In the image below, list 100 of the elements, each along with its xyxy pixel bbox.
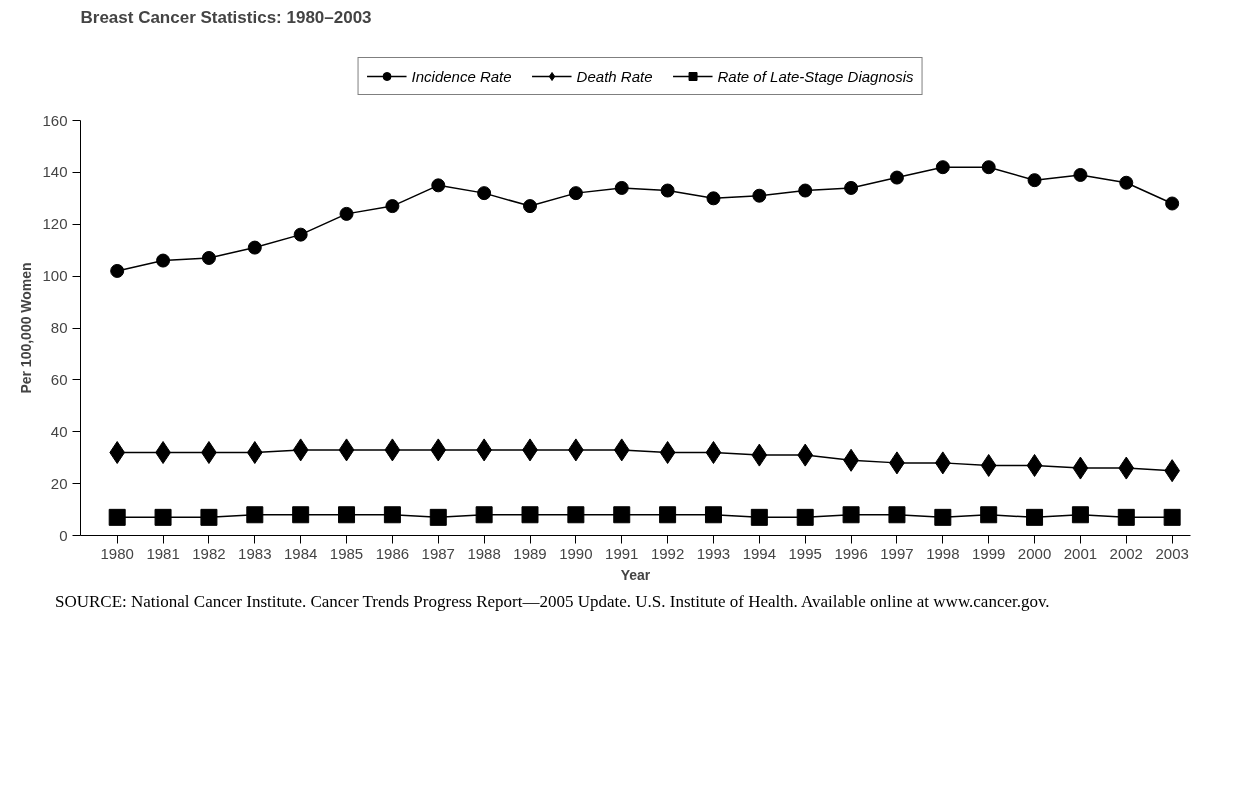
legend-label: Death Rate xyxy=(576,67,653,85)
y-tick-label: 120 xyxy=(42,215,68,233)
x-tick-label: 1983 xyxy=(238,544,272,562)
point xyxy=(429,508,447,526)
point xyxy=(888,506,906,524)
x-tick-label: 1998 xyxy=(926,544,960,562)
point xyxy=(704,506,722,524)
point xyxy=(339,206,354,221)
point xyxy=(752,188,767,203)
point xyxy=(523,199,537,214)
point xyxy=(385,199,400,214)
point xyxy=(475,506,493,524)
x-axis-title: Year xyxy=(620,566,651,583)
x-tick-label: 2002 xyxy=(1109,544,1143,562)
point xyxy=(750,508,768,526)
point xyxy=(201,250,216,265)
x-tick-label: 1989 xyxy=(513,544,547,562)
x-tick-label: 1992 xyxy=(650,544,685,562)
y-tick-label: 160 xyxy=(42,111,68,129)
point xyxy=(246,506,264,524)
point xyxy=(1117,508,1135,526)
y-tick-label: 60 xyxy=(50,370,68,388)
x-tick-label: 1982 xyxy=(192,544,226,562)
point xyxy=(980,453,997,477)
point xyxy=(338,506,356,524)
point xyxy=(292,438,309,462)
point xyxy=(889,170,904,185)
y-tick-label: 20 xyxy=(50,474,68,492)
point xyxy=(1072,456,1089,480)
point xyxy=(154,508,172,526)
point xyxy=(431,178,446,193)
point xyxy=(659,506,677,524)
point xyxy=(934,508,952,526)
point xyxy=(798,183,813,198)
point xyxy=(156,253,171,268)
point xyxy=(797,443,814,467)
x-tick-label: 2001 xyxy=(1063,544,1098,562)
x-tick-label: 1987 xyxy=(421,544,455,562)
point xyxy=(842,506,860,524)
point xyxy=(1165,196,1180,211)
point xyxy=(844,180,859,195)
x-tick-label: 1985 xyxy=(329,544,364,562)
point xyxy=(1026,453,1043,477)
x-tick-label: 1980 xyxy=(100,544,134,562)
y-tick-label: 0 xyxy=(59,526,68,544)
source-note: SOURCE: National Cancer Institute. Cancer Trends Progress Report—2005 Update. U.S. Institute of Health. Available online at www.cancer.gov. xyxy=(55,591,1050,613)
y-tick-label: 140 xyxy=(42,163,68,181)
point xyxy=(1071,506,1089,524)
x-tick-label: 1996 xyxy=(834,544,868,562)
point xyxy=(613,506,631,524)
point xyxy=(659,441,676,464)
x-tick-label: 1981 xyxy=(146,544,180,562)
point xyxy=(338,438,355,462)
x-tick-label: 1994 xyxy=(742,544,777,562)
x-tick-label: 1997 xyxy=(880,544,914,562)
point xyxy=(109,441,126,464)
point xyxy=(751,443,768,467)
x-tick-label: 2000 xyxy=(1017,544,1052,562)
x-tick-label: 1990 xyxy=(559,544,593,562)
x-tick-label: 1984 xyxy=(283,544,318,562)
point xyxy=(1027,173,1042,188)
point xyxy=(568,186,583,201)
point xyxy=(1119,175,1134,190)
point xyxy=(613,438,630,462)
point xyxy=(1118,456,1135,480)
point xyxy=(430,438,447,462)
point xyxy=(247,240,262,255)
point xyxy=(1026,508,1044,526)
point xyxy=(705,441,722,464)
y-tick-label: 40 xyxy=(50,422,68,440)
chart-title: Breast Cancer Statistics: 1980–2003 xyxy=(80,7,372,27)
x-tick-label: 1999 xyxy=(972,544,1006,562)
point xyxy=(108,508,126,526)
point xyxy=(384,438,401,462)
y-tick-label: 80 xyxy=(50,319,68,336)
point xyxy=(934,451,951,475)
point xyxy=(1073,167,1088,182)
point xyxy=(521,506,539,524)
point xyxy=(660,183,675,198)
point xyxy=(706,191,721,206)
point xyxy=(567,506,585,524)
x-tick-label: 1993 xyxy=(696,544,731,562)
x-tick-label: 2003 xyxy=(1155,544,1189,562)
y-tick-label: 100 xyxy=(42,267,68,285)
point xyxy=(935,160,950,175)
point xyxy=(796,508,814,526)
point xyxy=(292,506,310,524)
legend-label: Rate of Late-Stage Diagnosis xyxy=(717,67,914,85)
y-axis-title: Per 100,000 Women xyxy=(18,262,35,394)
point xyxy=(981,160,996,175)
point xyxy=(614,180,629,195)
point xyxy=(200,508,218,526)
x-tick-label: 1991 xyxy=(605,544,639,562)
point xyxy=(1163,508,1181,526)
point xyxy=(477,186,492,201)
point xyxy=(383,506,401,524)
x-tick-label: 1988 xyxy=(467,544,501,562)
point xyxy=(110,263,125,278)
x-tick-label: 1995 xyxy=(788,544,822,562)
point xyxy=(293,227,308,242)
